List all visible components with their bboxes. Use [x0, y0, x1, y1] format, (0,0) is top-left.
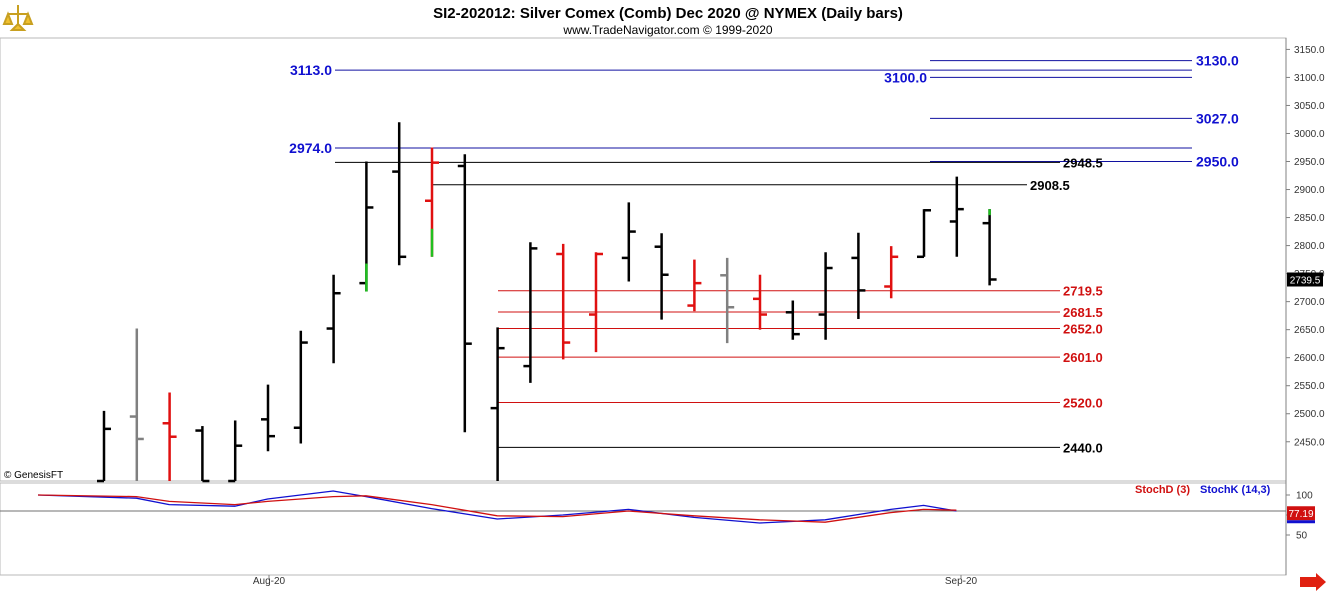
- logo-icon: [2, 2, 34, 34]
- stoch-axis-label: 50: [1296, 531, 1308, 542]
- ohlc-bar: [293, 330, 308, 444]
- chart-subtitle: www.TradeNavigator.com © 1999-2020: [562, 23, 772, 37]
- price-axis-label: 2800.0: [1294, 241, 1325, 252]
- level-label: 2601.0: [1063, 350, 1103, 365]
- level-label: 2974.0: [289, 140, 332, 156]
- price-axis-label: 2900.0: [1294, 185, 1325, 196]
- stochastic-pane: [0, 482, 1287, 576]
- last-price-value: 2739.5: [1290, 275, 1321, 286]
- stoch-series-line: [37, 494, 957, 523]
- stoch-value-tag: 77.19: [1287, 506, 1315, 524]
- ohlc-bar: [589, 252, 603, 353]
- level-label: 2520.0: [1063, 396, 1103, 411]
- ohlc-bar: [129, 328, 144, 481]
- watermark: © GenesisFT: [4, 470, 63, 481]
- ohlc-bar: [490, 327, 505, 481]
- price-axis-label: 2700.0: [1294, 297, 1325, 308]
- level-label: 3113.0: [290, 62, 332, 78]
- level-label: 2948.5: [1063, 155, 1103, 170]
- price-levels: 3130.0 3113.0 3100.0 3027.0 2974.0 2950.0 2948…: [289, 53, 1239, 456]
- price-axis: 2450.02500.02550.02600.02650.02700.02750…: [1286, 45, 1325, 448]
- ohlc-bar: [392, 122, 407, 266]
- stoch-axis-label: 100: [1296, 491, 1313, 502]
- time-axis-label: Sep-20: [945, 576, 978, 587]
- ohlc-bar: [818, 252, 833, 340]
- price-axis-label: 2550.0: [1294, 381, 1325, 392]
- price-axis-label: 2500.0: [1294, 409, 1325, 420]
- price-axis-label: 2950.0: [1294, 157, 1325, 168]
- ohlc-bar: [523, 242, 538, 383]
- legend-stoch-k: StochK (14,3): [1200, 484, 1271, 496]
- ohlc-bar: [851, 232, 866, 320]
- scroll-right-button[interactable]: [1300, 573, 1326, 591]
- ohlc-bar: [621, 202, 636, 282]
- ohlc-bar: [753, 274, 767, 330]
- ohlc-bar: [195, 426, 210, 483]
- level-label: 3027.0: [1196, 110, 1239, 126]
- stoch-series-line: [37, 490, 957, 524]
- ohlc-bar: [97, 410, 111, 483]
- ohlc-bar: [359, 161, 374, 292]
- price-axis-label: 2600.0: [1294, 353, 1325, 364]
- ohlc-bar: [654, 233, 669, 320]
- ohlc-bar: [720, 257, 735, 344]
- ohlc-bar: [228, 420, 243, 483]
- level-label: 2681.5: [1063, 305, 1103, 320]
- chart-title: SI2-202012: Silver Comex (Comb) Dec 2020…: [433, 5, 903, 22]
- price-axis-label: 3150.0: [1294, 45, 1325, 56]
- ohlc-bar: [982, 209, 997, 286]
- ohlc-bar: [261, 384, 275, 452]
- arrow-right-icon: [1300, 573, 1326, 591]
- price-axis-label: 2450.0: [1294, 437, 1325, 448]
- ohlc-bars: [97, 122, 997, 483]
- ohlc-bar: [556, 243, 571, 360]
- stoch-current-value: 77.19: [1288, 509, 1313, 520]
- ohlc-bar: [917, 209, 931, 259]
- time-axis: Aug-20 Sep-20: [253, 575, 978, 587]
- ohlc-bar: [425, 147, 439, 257]
- last-price-tag: 2739.5: [1287, 272, 1323, 287]
- price-axis-label: 2850.0: [1294, 213, 1325, 224]
- chart-header: SI2-202012: Silver Comex (Comb) Dec 2020…: [2, 2, 903, 37]
- price-pane: [0, 37, 1287, 482]
- price-axis-label: 3050.0: [1294, 101, 1325, 112]
- level-label: 2440.0: [1063, 440, 1103, 455]
- level-label: 3130.0: [1196, 53, 1239, 69]
- ohlc-bar: [162, 392, 177, 481]
- price-axis-label: 3000.0: [1294, 129, 1325, 140]
- ohlc-bar: [785, 300, 800, 340]
- level-label: 3100.0: [884, 69, 927, 85]
- stoch-lines: [37, 490, 957, 524]
- legend-stoch-d: StochD (3): [1135, 484, 1190, 496]
- price-axis-label: 3100.0: [1294, 73, 1325, 84]
- level-label: 2950.0: [1196, 154, 1239, 170]
- level-label: 2652.0: [1063, 322, 1103, 337]
- ohlc-bar: [457, 154, 472, 433]
- ohlc-bar: [326, 274, 341, 364]
- time-axis-label: Aug-20: [253, 576, 286, 587]
- level-label: 2908.5: [1030, 178, 1070, 193]
- ohlc-bar: [687, 259, 702, 312]
- ohlc-bar: [884, 246, 899, 299]
- ohlc-bar: [949, 176, 964, 257]
- price-axis-label: 2650.0: [1294, 325, 1325, 336]
- level-label: 2719.5: [1063, 284, 1103, 299]
